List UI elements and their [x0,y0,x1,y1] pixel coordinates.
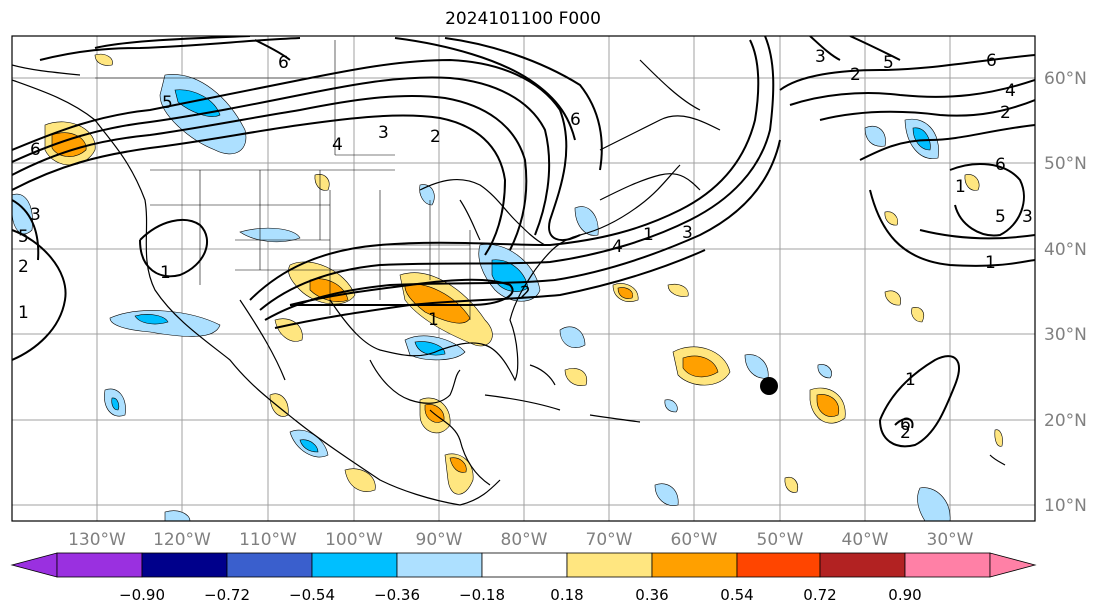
colorbar-segment [651,552,738,578]
map-frame [11,35,1036,522]
colorbar-segment [819,552,906,578]
colorbar-tick-label: −0.18 [459,586,505,604]
contour-label: 2 [900,423,911,443]
contour-label: 3 [30,205,41,225]
colorbar [10,552,1037,578]
contour-label: 3 [682,223,693,243]
coastlines-borders [12,59,1006,506]
contour-label: 5 [883,53,894,73]
state-borders [95,40,471,320]
colorbar-tick-label: 0.18 [550,586,583,604]
contour-labels: 6 5 4 3 2 1 6 5 3 2 1 6 4 3 2 1 6 5 3 2 … [18,47,1033,443]
lat-label: 30°N [1044,325,1087,345]
colorbar-segment [311,552,398,578]
lat-label: 60°N [1044,69,1087,89]
colorbar-segment [396,552,483,578]
contour-label: 1 [428,310,439,330]
colorbar-tick-label: 0.54 [720,586,753,604]
contour-label: 5 [162,93,173,113]
colorbar-segment [904,552,991,578]
lon-label: 80°W [501,530,548,550]
contour-label: 4 [612,237,623,257]
contour-label: 1 [643,225,654,245]
lon-label: 110°W [239,530,297,550]
contour-label: 6 [900,415,911,435]
contour-label: 2 [1000,103,1011,123]
contour-label: 3 [815,47,826,67]
contour-lines [12,36,1035,448]
colorbar-tick-label: −0.90 [119,586,165,604]
lon-label: 40°W [842,530,889,550]
contour-label: 2 [18,257,29,277]
map-title: 2024101100 F000 [445,9,601,29]
contour-label: 4 [1005,81,1016,101]
contour-label: 3 [378,123,389,143]
contour-label: 4 [332,135,343,155]
contour-label: 2 [520,283,531,303]
colorbar-extend-high [989,552,1037,578]
colorbar-tick-label: 0.36 [635,586,668,604]
colorbar-tick-label: −0.72 [204,586,250,604]
contour-label: 5 [18,227,29,247]
colorbar-segment [141,552,228,578]
lon-label: 50°W [757,530,804,550]
contour-label: 6 [30,140,41,160]
colorbar-tick-label: −0.36 [374,586,420,604]
colorbar-tick-label: 0.72 [803,586,836,604]
contour-label: 1 [955,177,966,197]
contour-label: 3 [1022,207,1033,227]
colorbar-ticks: −0.90 −0.72 −0.54 −0.36 −0.18 0.18 0.36 … [119,586,922,604]
colorbar-tick-label: 0.90 [888,586,921,604]
lon-label: 130°W [68,530,126,550]
contour-label: 2 [850,65,861,85]
lon-label: 70°W [586,530,633,550]
contour-label: 5 [995,207,1006,227]
contour-label: 2 [430,127,441,147]
colorbar-extend-low [10,552,58,578]
lon-label: 30°W [927,530,974,550]
lat-label: 40°N [1044,240,1087,260]
contour-label: 6 [986,51,997,71]
longitude-labels: 130°W 120°W 110°W 100°W 90°W 80°W 70°W 6… [68,530,974,550]
lon-label: 90°W [416,530,463,550]
lon-label: 100°W [325,530,383,550]
contour-label: 1 [160,263,171,283]
colorbar-segment [736,552,821,578]
storm-center-marker [760,377,778,395]
colorbar-segment [481,552,568,578]
colorbar-segment [566,552,653,578]
lon-label: 120°W [153,530,211,550]
contour-label: 1 [985,253,996,273]
lat-label: 20°N [1044,411,1087,431]
contour-label: 1 [18,303,29,323]
contour-label: 1 [905,370,916,390]
colorbar-segment [56,552,143,578]
lat-label: 10°N [1044,496,1087,516]
colorbar-tick-label: −0.54 [289,586,335,604]
latitude-labels: 60°N 50°N 40°N 30°N 20°N 10°N [1044,69,1087,516]
contour-label: 6 [570,110,581,130]
contour-label: 6 [995,155,1006,175]
lon-label: 60°W [671,530,718,550]
contour-label: 6 [278,53,289,73]
colorbar-segment [226,552,313,578]
lat-label: 50°N [1044,154,1087,174]
